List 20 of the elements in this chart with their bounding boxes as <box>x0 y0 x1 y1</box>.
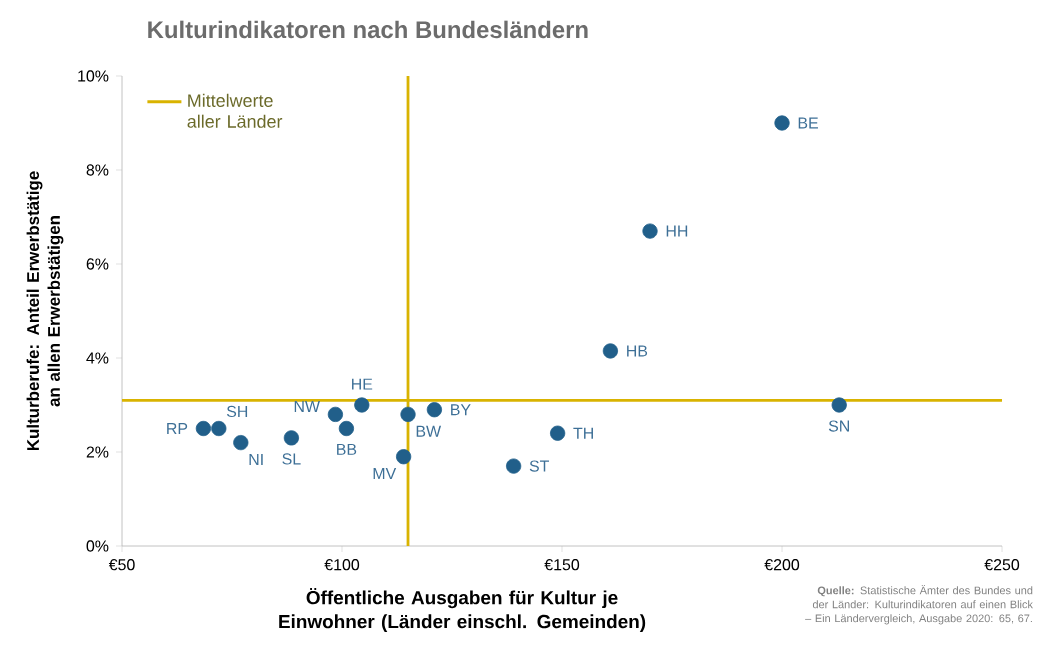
point <box>774 115 790 131</box>
point <box>327 406 344 422</box>
point <box>642 223 658 239</box>
point <box>602 343 619 359</box>
point <box>426 402 443 418</box>
point <box>396 449 412 465</box>
chart-title: Kulturindikatoren nach Bundesländern <box>148 20 588 39</box>
legend-label: Mittelwerte aller Länder <box>187 93 283 128</box>
point <box>195 420 212 437</box>
point <box>338 420 355 437</box>
point <box>283 430 300 446</box>
point <box>550 425 566 441</box>
point <box>211 420 227 437</box>
x-axis-title: Öffentliche Ausgaben für Kultur je Einwohner (Länder einschl. Gemeinden) <box>279 587 646 633</box>
point <box>506 458 522 474</box>
point <box>400 406 416 422</box>
point <box>831 397 847 413</box>
point <box>233 435 249 451</box>
y-axis-title: Kulturberufe: Anteil Erwerbstätige an allen Erwerbstätigen <box>26 171 64 451</box>
point <box>354 397 370 413</box>
